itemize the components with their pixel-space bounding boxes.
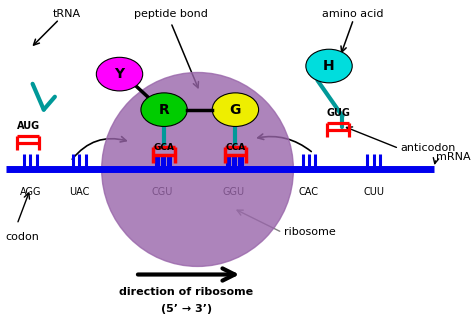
Text: amino acid: amino acid bbox=[322, 9, 384, 20]
Text: Y: Y bbox=[114, 67, 125, 81]
Text: CGU: CGU bbox=[151, 187, 173, 197]
Text: direction of ribosome: direction of ribosome bbox=[119, 288, 254, 297]
Text: GCA: GCA bbox=[154, 143, 174, 152]
Text: H: H bbox=[323, 59, 335, 73]
Circle shape bbox=[141, 93, 187, 126]
Text: anticodon: anticodon bbox=[401, 143, 456, 154]
Text: mRNA: mRNA bbox=[436, 152, 471, 162]
Text: (5’ → 3’): (5’ → 3’) bbox=[161, 304, 212, 314]
Circle shape bbox=[96, 57, 143, 91]
Text: codon: codon bbox=[6, 232, 40, 243]
Text: R: R bbox=[159, 103, 170, 117]
Text: GGU: GGU bbox=[222, 187, 244, 197]
Text: GUG: GUG bbox=[326, 108, 350, 118]
Text: UAC: UAC bbox=[69, 187, 90, 197]
Text: AGG: AGG bbox=[19, 187, 41, 197]
Text: ribosome: ribosome bbox=[284, 228, 336, 238]
Text: CUU: CUU bbox=[363, 187, 384, 197]
Text: tRNA: tRNA bbox=[53, 9, 81, 20]
Text: CCA: CCA bbox=[225, 143, 246, 152]
Circle shape bbox=[212, 93, 259, 126]
Text: AUG: AUG bbox=[17, 121, 40, 131]
Text: G: G bbox=[230, 103, 241, 117]
Ellipse shape bbox=[102, 72, 293, 266]
Text: peptide bond: peptide bond bbox=[134, 9, 208, 20]
Circle shape bbox=[306, 49, 352, 83]
Text: CAC: CAC bbox=[299, 187, 319, 197]
